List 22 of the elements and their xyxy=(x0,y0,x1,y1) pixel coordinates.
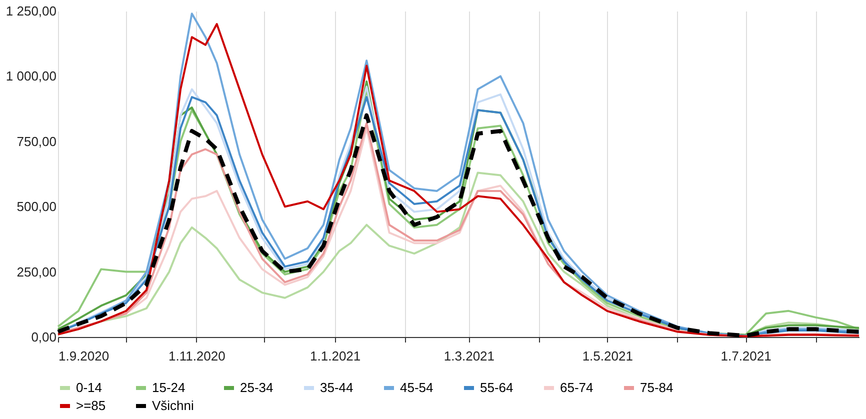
x-tick-label: 1.11.2020 xyxy=(168,348,226,364)
y-tick-label: 1 250,00 xyxy=(6,4,56,18)
x-tick-label: 1.9.2020 xyxy=(58,348,110,364)
y-tick-label: 500,00 xyxy=(16,199,56,214)
x-tick-label: 1.7.2021 xyxy=(720,348,772,364)
legend-label: 65-74 xyxy=(560,380,594,395)
y-tick-label: 750,00 xyxy=(16,134,56,149)
legend-label: 15-24 xyxy=(152,380,186,395)
legend-label: >=85 xyxy=(76,398,106,413)
y-tick-label: 0,00 xyxy=(31,330,56,344)
y-tick-label: 250,00 xyxy=(16,264,56,280)
legend-label: 25-34 xyxy=(240,380,274,395)
legend-label: 75-84 xyxy=(640,380,674,395)
y-tick-label: 1 000,00 xyxy=(6,68,56,84)
x-tick-label: 1.3.2021 xyxy=(444,348,495,364)
x-tick-label: 1.1.2021 xyxy=(310,348,361,364)
x-tick-label: 1.5.2021 xyxy=(582,348,633,364)
legend-label: 35-44 xyxy=(320,380,354,395)
legend-label: 45-54 xyxy=(400,380,434,395)
legend-label: Všichni xyxy=(152,398,194,413)
legend-label: 55-64 xyxy=(480,380,514,395)
legend-label: 0-14 xyxy=(76,380,102,395)
